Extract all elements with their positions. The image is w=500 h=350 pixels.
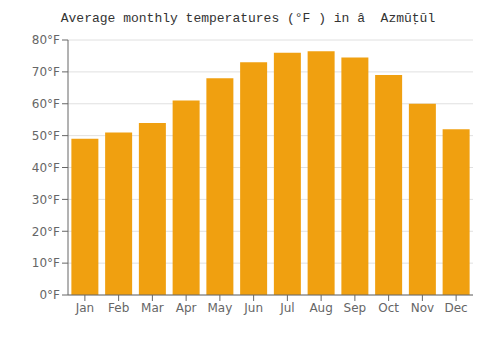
svg-text:10°F: 10°F [32, 256, 60, 270]
svg-text:Feb: Feb [108, 301, 129, 315]
svg-text:0°F: 0°F [39, 288, 60, 302]
svg-text:Jun: Jun [243, 301, 263, 315]
svg-text:20°F: 20°F [32, 225, 60, 239]
svg-text:Mar: Mar [141, 301, 164, 315]
html-text:Average monthly temperatures (: Average monthly temperatures (°F ) in â … [60, 11, 436, 26]
svg-text:Sep: Sep [344, 301, 367, 315]
svg-text:Dec: Dec [445, 301, 468, 315]
svg-text:60°F: 60°F [32, 97, 60, 111]
svg-text:30°F: 30°F [32, 193, 60, 207]
svg-text:40°F: 40°F [32, 161, 60, 175]
svg-text:Nov: Nov [411, 301, 434, 315]
svg-text:80°F: 80°F [32, 33, 60, 47]
svg-text:May: May [207, 301, 232, 315]
svg-text:70°F: 70°F [32, 65, 60, 79]
svg-text:Oct: Oct [378, 301, 399, 315]
svg-text:Jan: Jan [75, 301, 95, 315]
svg-text:Apr: Apr [176, 301, 197, 315]
svg-text:50°F: 50°F [32, 129, 60, 143]
svg-text:Aug: Aug [309, 301, 332, 315]
svg-text:Jul: Jul [279, 301, 294, 315]
